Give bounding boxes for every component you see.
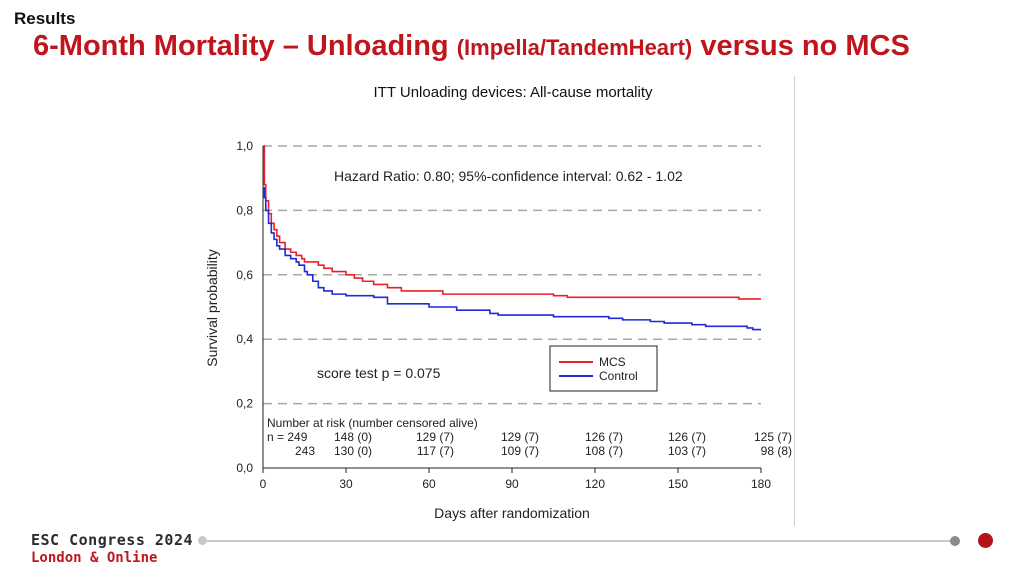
risk-cell: 108 (7) bbox=[585, 444, 623, 458]
title-parenthetical: (Impella/TandemHeart) bbox=[456, 35, 693, 60]
y-tick-label: 0,2 bbox=[236, 397, 253, 411]
x-tick-label: 0 bbox=[260, 477, 267, 491]
y-tick-label: 0,4 bbox=[236, 332, 253, 346]
risk-row-prefix: n = 249 bbox=[267, 430, 308, 444]
legend-box bbox=[549, 345, 658, 392]
y-tick-label: 0,0 bbox=[236, 461, 253, 475]
risk-cell: 125 (7) bbox=[754, 430, 792, 444]
y-axis-label: Survival probability bbox=[204, 249, 220, 367]
footer-dot-grey bbox=[950, 536, 960, 546]
footer-dot-red bbox=[978, 533, 993, 548]
chart-border bbox=[794, 76, 795, 526]
chart-title: ITT Unloading devices: All-cause mortali… bbox=[373, 84, 653, 101]
series-line-mcs bbox=[263, 145, 761, 300]
x-tick-label: 150 bbox=[668, 477, 688, 491]
section-label: Results bbox=[14, 9, 76, 28]
risk-table-header: Number at risk (number censored alive) bbox=[267, 416, 478, 430]
footer-line bbox=[203, 540, 951, 542]
brand-line-2: London & Online bbox=[31, 550, 158, 566]
risk-cell: 103 (7) bbox=[668, 444, 706, 458]
title-main: 6-Month Mortality – Unloading bbox=[33, 30, 449, 62]
score-test-annotation: score test p = 0.075 bbox=[317, 365, 441, 381]
x-tick-label: 120 bbox=[585, 477, 605, 491]
risk-cell: 117 (7) bbox=[417, 444, 454, 458]
risk-cell: 129 (7) bbox=[501, 430, 539, 444]
risk-cell: 126 (7) bbox=[668, 430, 706, 444]
legend-label-mcs: MCS bbox=[599, 355, 626, 369]
risk-cell: 109 (7) bbox=[501, 444, 539, 458]
risk-cell: 98 (8) bbox=[761, 444, 792, 458]
risk-cell: 129 (7) bbox=[416, 430, 454, 444]
brand-line-1: ESC Congress 2024 bbox=[31, 531, 194, 549]
y-tick-labels: 0,0 0,2 0,4 0,6 0,8 1,0 bbox=[236, 139, 253, 475]
risk-table: Number at risk (number censored alive) n… bbox=[267, 416, 792, 458]
x-tick-labels: 0 30 60 90 120 150 180 bbox=[260, 468, 771, 491]
series-line-control bbox=[263, 187, 761, 331]
x-tick-label: 30 bbox=[339, 477, 353, 491]
y-tick-label: 0,8 bbox=[236, 203, 253, 217]
series-layer bbox=[263, 145, 761, 331]
y-tick-label: 0,6 bbox=[236, 268, 253, 282]
legend: MCS Control bbox=[549, 345, 658, 392]
hazard-ratio-annotation: Hazard Ratio: 0.80; 95%-confidence inter… bbox=[334, 168, 683, 184]
y-tick-label: 1,0 bbox=[236, 139, 253, 153]
chart-area: ITT Unloading devices: All-cause mortali… bbox=[197, 76, 795, 526]
risk-cell: 126 (7) bbox=[585, 430, 623, 444]
x-tick-label: 90 bbox=[505, 477, 519, 491]
risk-row-prefix: 243 bbox=[295, 444, 315, 458]
footer-dot-left bbox=[198, 536, 207, 545]
x-tick-label: 180 bbox=[751, 477, 771, 491]
slide-title: 6-Month Mortality – Unloading (Impella/T… bbox=[33, 30, 910, 63]
risk-cell: 148 (0) bbox=[334, 430, 372, 444]
axes bbox=[262, 146, 761, 469]
legend-label-control: Control bbox=[599, 369, 638, 383]
title-end: versus no MCS bbox=[700, 30, 910, 62]
risk-cell: 130 (0) bbox=[334, 444, 372, 458]
x-tick-label: 60 bbox=[422, 477, 436, 491]
x-axis-label: Days after randomization bbox=[434, 505, 590, 521]
km-chart: ITT Unloading devices: All-cause mortali… bbox=[204, 84, 792, 521]
